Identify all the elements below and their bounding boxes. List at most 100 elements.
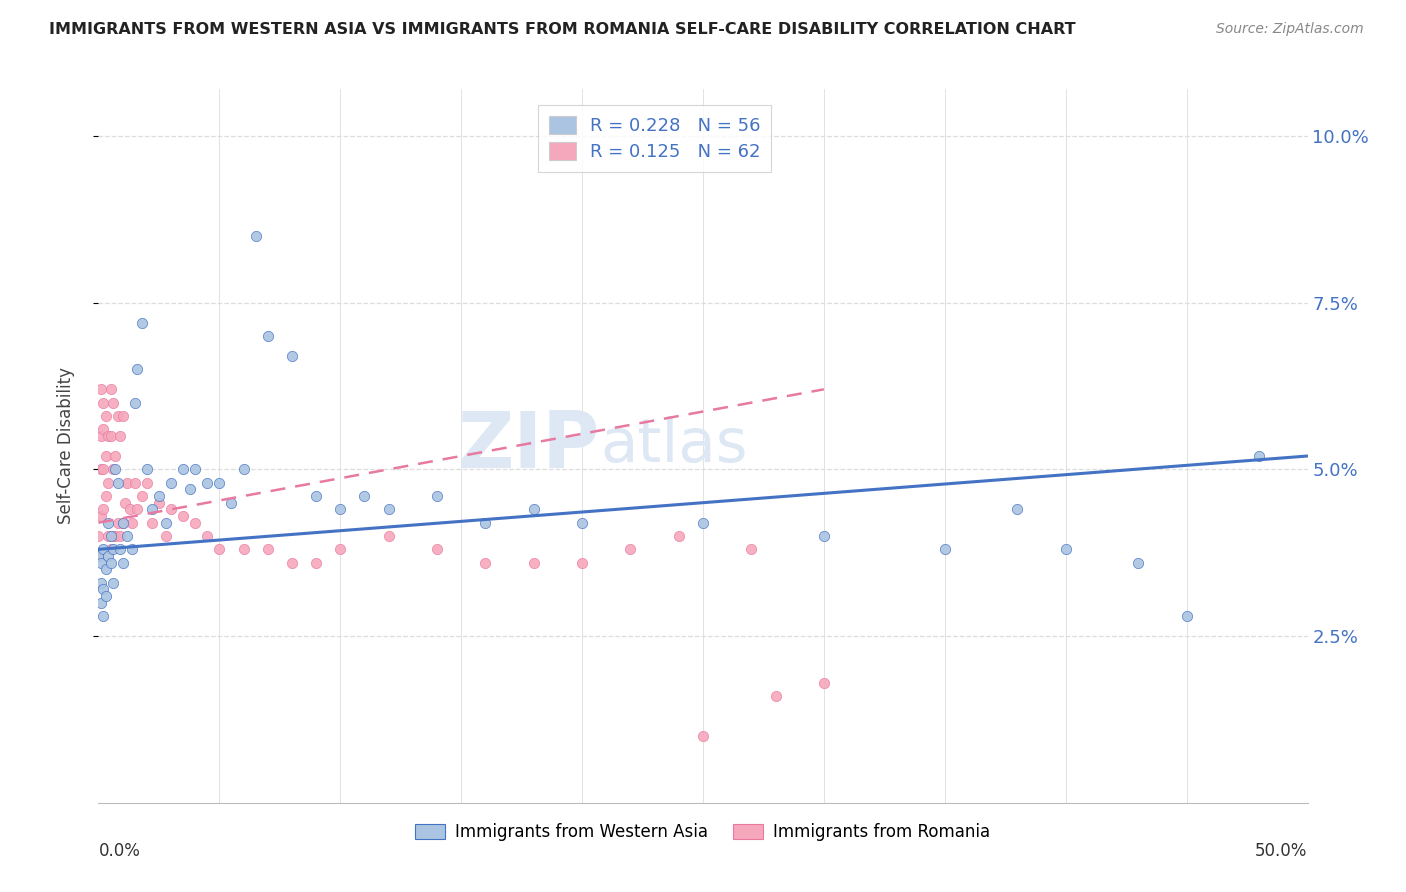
Point — [111, 409, 134, 423]
Point — [195, 529, 218, 543]
Point — [91, 502, 114, 516]
Point — [91, 422, 114, 436]
Point — [94, 589, 117, 603]
Point — [148, 496, 170, 510]
Point — [127, 362, 149, 376]
Point — [108, 529, 131, 543]
Point — [91, 395, 114, 409]
Point — [281, 556, 304, 570]
Point — [135, 475, 157, 490]
Point — [97, 429, 120, 443]
Point — [256, 329, 278, 343]
Point — [118, 502, 141, 516]
Point — [668, 529, 690, 543]
Text: 0.0%: 0.0% — [98, 842, 141, 860]
Point — [101, 395, 124, 409]
Point — [90, 556, 112, 570]
Point — [124, 395, 146, 409]
Point — [141, 502, 163, 516]
Point — [329, 502, 352, 516]
Point — [765, 689, 787, 703]
Point — [97, 475, 120, 490]
Point — [523, 502, 546, 516]
Point — [101, 462, 124, 476]
Point — [184, 462, 207, 476]
Point — [104, 449, 127, 463]
Point — [1175, 609, 1198, 624]
Point — [100, 556, 122, 570]
Point — [97, 549, 120, 563]
Point — [97, 529, 120, 543]
Point — [107, 516, 129, 530]
Point — [90, 575, 112, 590]
Point — [160, 475, 183, 490]
Point — [107, 475, 129, 490]
Point — [571, 516, 593, 530]
Point — [256, 542, 278, 557]
Point — [195, 475, 218, 490]
Point — [179, 483, 201, 497]
Point — [474, 516, 496, 530]
Point — [94, 409, 117, 423]
Text: IMMIGRANTS FROM WESTERN ASIA VS IMMIGRANTS FROM ROMANIA SELF-CARE DISABILITY COR: IMMIGRANTS FROM WESTERN ASIA VS IMMIGRAN… — [49, 22, 1076, 37]
Point — [377, 529, 399, 543]
Point — [90, 382, 112, 396]
Text: ZIP: ZIP — [458, 408, 600, 484]
Point — [1128, 556, 1150, 570]
Point — [87, 549, 110, 563]
Point — [305, 489, 328, 503]
Point — [377, 502, 399, 516]
Point — [135, 462, 157, 476]
Point — [131, 489, 153, 503]
Point — [94, 489, 117, 503]
Point — [934, 542, 956, 557]
Point — [114, 496, 136, 510]
Point — [90, 509, 112, 524]
Point — [281, 349, 304, 363]
Point — [221, 496, 243, 510]
Point — [172, 462, 194, 476]
Point — [104, 529, 127, 543]
Text: 50.0%: 50.0% — [1256, 842, 1308, 860]
Point — [100, 382, 122, 396]
Point — [111, 556, 134, 570]
Point — [94, 562, 117, 576]
Point — [692, 729, 714, 743]
Point — [160, 502, 183, 516]
Point — [121, 542, 143, 557]
Point — [91, 582, 114, 597]
Point — [104, 462, 127, 476]
Point — [101, 575, 124, 590]
Point — [100, 529, 122, 543]
Point — [813, 529, 835, 543]
Point — [107, 409, 129, 423]
Point — [124, 475, 146, 490]
Point — [121, 516, 143, 530]
Point — [740, 542, 762, 557]
Point — [111, 516, 134, 530]
Point — [101, 529, 124, 543]
Point — [111, 516, 134, 530]
Point — [426, 542, 449, 557]
Point — [91, 542, 114, 557]
Point — [90, 462, 112, 476]
Point — [619, 542, 641, 557]
Point — [117, 475, 139, 490]
Legend: R = 0.228   N = 56, R = 0.125   N = 62: R = 0.228 N = 56, R = 0.125 N = 62 — [537, 105, 772, 172]
Point — [813, 675, 835, 690]
Point — [87, 529, 110, 543]
Point — [131, 316, 153, 330]
Point — [305, 556, 328, 570]
Point — [232, 542, 254, 557]
Point — [329, 542, 352, 557]
Point — [155, 529, 177, 543]
Point — [108, 429, 131, 443]
Point — [97, 516, 120, 530]
Point — [523, 556, 546, 570]
Point — [172, 509, 194, 524]
Point — [426, 489, 449, 503]
Point — [117, 529, 139, 543]
Point — [94, 449, 117, 463]
Y-axis label: Self-Care Disability: Self-Care Disability — [56, 368, 75, 524]
Point — [571, 556, 593, 570]
